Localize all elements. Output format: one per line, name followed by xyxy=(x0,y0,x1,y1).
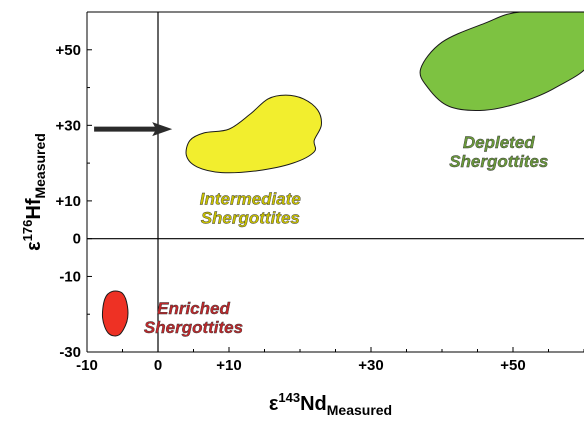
region-depleted-shergottites xyxy=(419,12,584,111)
region-layer xyxy=(101,12,584,337)
y-axis-label-sub: Measured xyxy=(32,133,48,198)
y-axis-label-sup: 176 xyxy=(20,220,35,242)
y-axis-label-main: Hf xyxy=(23,198,45,219)
x-tick-label: +30 xyxy=(358,357,383,374)
y-axis-label: ε176HfMeasured xyxy=(20,133,48,251)
region-label-line: Intermediate xyxy=(200,190,301,209)
region-label-line: Depleted xyxy=(463,133,535,152)
x-tick-label: +50 xyxy=(500,357,525,374)
region-intermediate-shergottites xyxy=(185,94,322,174)
annotation-layer xyxy=(94,122,173,137)
y-axis-label-prefix: ε xyxy=(23,241,45,251)
y-tick-label: -30 xyxy=(59,344,81,361)
x-tick-label: 0 xyxy=(154,357,162,374)
region-label-line: Shergottites xyxy=(144,318,243,337)
x-axis-label-sub: Measured xyxy=(327,402,392,418)
region-label-intermediate-shergottites: Intermediate Shergottites xyxy=(200,190,301,228)
region-label-line: Enriched xyxy=(157,299,230,318)
x-axis-label-sup: 143 xyxy=(278,390,300,405)
y-tick-label: -10 xyxy=(59,268,81,285)
tick-layer: -10 0 +10 +30 +50-30-100+10+30+50 xyxy=(56,11,584,374)
x-tick-label: +10 xyxy=(216,357,241,374)
x-axis-label: ε143NdMeasured xyxy=(269,390,392,418)
y-tick-label: 0 xyxy=(73,231,81,248)
x-axis-label-main: Nd xyxy=(300,393,327,415)
x-axis-label-prefix: ε xyxy=(269,393,279,415)
region-enriched-shergottites xyxy=(101,290,129,337)
y-axis-label-group: ε176HfMeasured xyxy=(20,133,48,251)
region-label-depleted-shergottites: Depleted Shergottites xyxy=(449,133,548,171)
x-tick-label: -10 xyxy=(76,357,98,374)
y-tick-label: +30 xyxy=(56,117,81,134)
region-label-line: Shergottites xyxy=(449,152,548,171)
arrow-head xyxy=(152,122,173,137)
y-tick-label: +50 xyxy=(56,42,81,59)
region-label-line: Shergottites xyxy=(201,209,300,228)
y-tick-label: +10 xyxy=(56,193,81,210)
region-label-enriched-shergottites: Enriched Shergottites xyxy=(144,299,243,337)
